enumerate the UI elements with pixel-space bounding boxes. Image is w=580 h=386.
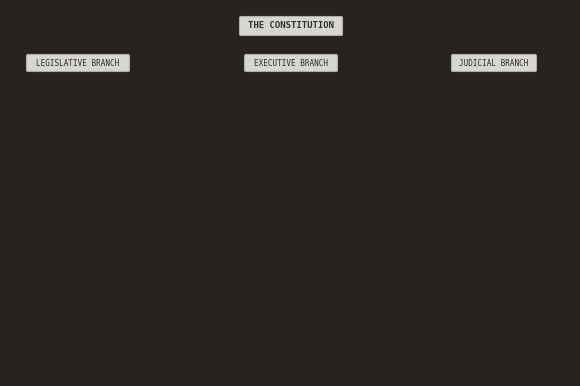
FancyBboxPatch shape (451, 54, 536, 71)
FancyBboxPatch shape (240, 17, 343, 36)
Text: JUDICIAL BRANCH: JUDICIAL BRANCH (459, 59, 529, 68)
Text: EXECUTIVE BRANCH: EXECUTIVE BRANCH (254, 59, 328, 68)
FancyBboxPatch shape (245, 54, 338, 71)
Text: THE CONSTITUTION: THE CONSTITUTION (248, 22, 334, 30)
FancyBboxPatch shape (27, 54, 129, 71)
Text: LEGISLATIVE BRANCH: LEGISLATIVE BRANCH (37, 59, 119, 68)
